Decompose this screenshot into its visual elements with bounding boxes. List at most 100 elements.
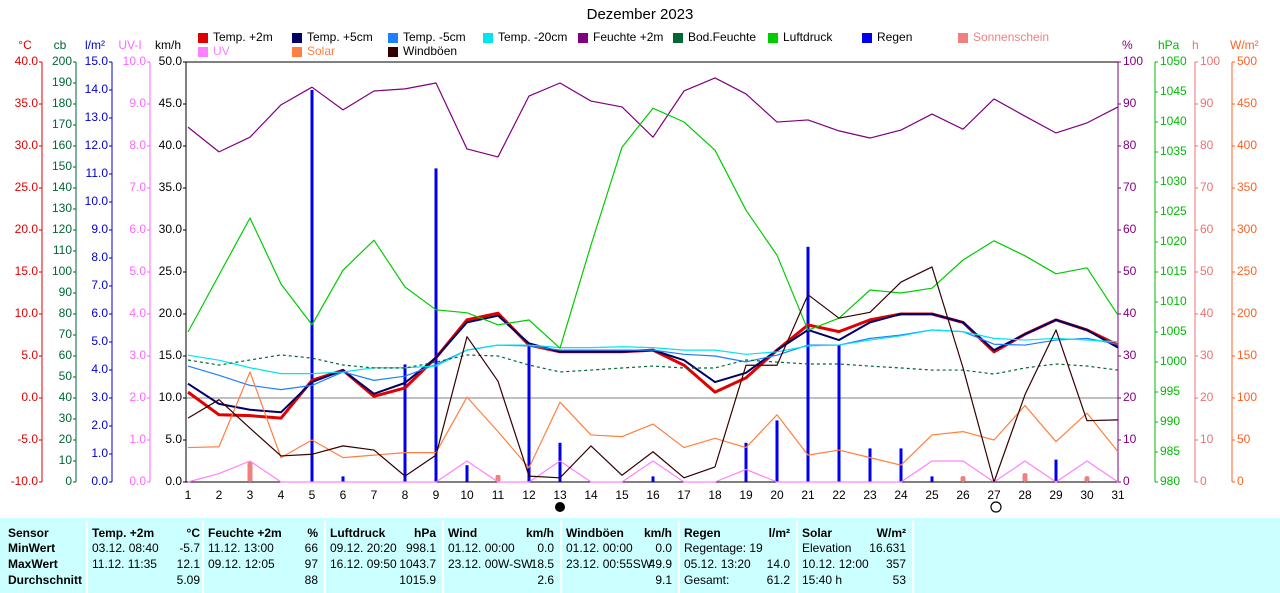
bar [247,461,253,482]
x-tick-label: 25 [925,488,939,502]
bar [558,442,562,482]
series-line [187,266,1119,483]
y-tick-label: 30 [59,411,73,425]
y-tick-label: 15.0 [159,348,183,362]
bar [341,476,345,482]
x-tick-label: 8 [402,488,409,502]
y-tick-label: 80 [1123,138,1137,152]
y-tick-label: 985 [1160,444,1180,458]
bar [465,465,469,482]
cell-left: Regentage: 19 [684,541,763,555]
cell-left: Gesamt: [684,573,729,587]
x-tick-label: 14 [584,488,598,502]
cell-right: 5.09 [177,573,201,587]
y-tick-label: 5.0 [165,432,182,446]
x-tick-label: 13 [553,488,567,502]
cell-left: 10.12. 12:00 [802,557,869,571]
axis-unit-label: UV-I [118,38,141,52]
y-tick-label: 6.0 [129,222,146,236]
x-tick-label: 23 [863,488,877,502]
legend-label: Sonnenschein [973,30,1049,44]
series-line [187,329,1119,375]
bar [310,90,314,482]
y-tick-label: 995 [1160,384,1180,398]
axis-unit-label: hPa [1158,38,1180,52]
axis-unit-label: % [1122,38,1133,52]
y-tick-label: 120 [52,222,72,236]
x-tick-label: 24 [894,488,908,502]
y-tick-label: 40.0 [15,54,39,68]
y-tick-label: 5.0 [91,334,108,348]
x-tick-label: 6 [340,488,347,502]
y-tick-label: 1025 [1160,204,1187,218]
y-tick-label: 90 [59,285,73,299]
y-tick-label: 70 [1123,180,1137,194]
x-tick-label: 16 [646,488,660,502]
series-line [187,371,1119,469]
row-label: MaxWert [8,557,58,571]
y-tick-label: 1045 [1160,84,1187,98]
y-tick-label: 0 [1123,474,1130,488]
y-tick-label: 2.0 [91,418,108,432]
plot: °C-10.0-5.00.05.010.015.020.025.030.035.… [11,30,1259,502]
y-tick-label: 990 [1160,414,1180,428]
y-tick-label: 10.0 [15,306,39,320]
legend-swatch [768,33,778,43]
y-tick-label: 1050 [1160,54,1187,68]
y-tick-label: 20.0 [159,306,183,320]
column-unit: km/h [526,526,554,540]
y-tick-label: -5.0 [17,432,38,446]
bar [744,442,748,482]
legend-swatch [292,33,302,43]
y-tick-label: 200 [1237,306,1257,320]
legend-swatch [578,33,588,43]
x-tick-label: 31 [1111,488,1125,502]
bar [806,246,810,482]
y-tick-label: 1005 [1160,324,1187,338]
y-tick-label: 1000 [1160,354,1187,368]
y-tick-label: 40 [1200,306,1214,320]
y-tick-label: 300 [1237,222,1257,236]
y-tick-label: 180 [52,96,72,110]
y-tick-label: 15.0 [15,264,39,278]
row-label: Durchschnitt [8,573,82,587]
bar [775,420,779,482]
y-tick-label: 13.0 [85,110,109,124]
y-tick-label: 8.0 [129,138,146,152]
y-tick-label: 20.0 [15,222,39,236]
y-tick-label: 3.0 [129,348,146,362]
y-tick-label: -10.0 [11,474,39,488]
x-tick-label: 1 [185,488,192,502]
series-line [187,77,1119,158]
y-tick-label: 10 [1123,432,1137,446]
y-tick-label: 90 [1200,96,1214,110]
y-tick-label: 350 [1237,180,1257,194]
y-tick-label: 25.0 [159,264,183,278]
y-tick-label: 30.0 [15,138,39,152]
y-tick-label: 0.0 [129,474,146,488]
axis-unit-label: W/m² [1230,38,1259,52]
x-tick-label: 20 [770,488,784,502]
y-tick-label: 3.0 [91,390,108,404]
y-tick-label: 50 [59,369,73,383]
legend-label: Temp. +5cm [307,30,373,44]
bar [434,168,438,482]
y-tick-label: 10.0 [85,194,109,208]
cell-right: 53 [893,573,907,587]
y-tick-label: 70 [1200,180,1214,194]
cell-right: 0.0 [655,541,672,555]
x-tick-label: 9 [433,488,440,502]
y-tick-label: 60 [1123,222,1137,236]
column-unit: W/m² [877,526,906,540]
legend-label: UV [213,44,230,58]
cell-right: 16.631 [869,541,906,555]
chart-title: Dezember 2023 [587,6,694,23]
y-tick-label: 15.0 [85,54,109,68]
cell-left: 23.12. 00W-SW [448,557,533,571]
y-tick-label: 30 [1200,348,1214,362]
y-tick-label: 9.0 [129,96,146,110]
legend-swatch [198,47,208,57]
cell-left: 09.12. 12:05 [208,557,275,571]
legend-label: Regen [877,30,912,44]
y-tick-label: 100 [1200,54,1220,68]
